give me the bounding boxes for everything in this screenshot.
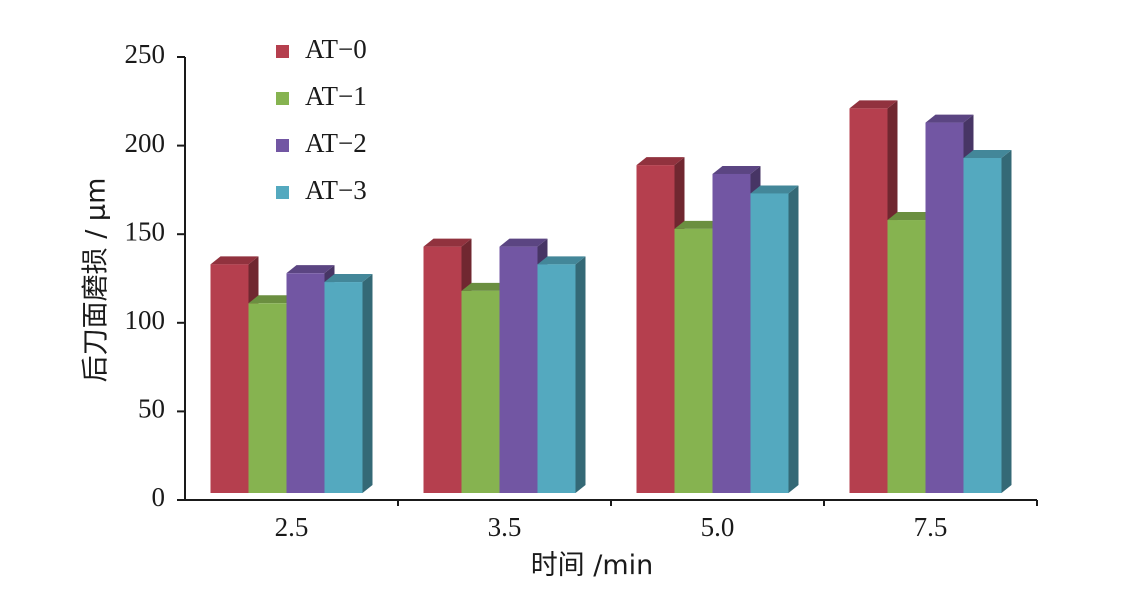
- bar-top-face: [286, 265, 335, 274]
- x-tick-label: 2.5: [275, 512, 309, 542]
- legend-label: AT−2: [305, 128, 367, 158]
- x-tick-label: 7.5: [914, 512, 948, 542]
- bar-top-face: [712, 165, 761, 174]
- legend-swatch: [276, 45, 289, 58]
- bar-side-face: [1001, 150, 1012, 493]
- bar: [750, 185, 799, 493]
- bar: [963, 150, 1012, 493]
- bar-top-face: [537, 256, 586, 265]
- bar-top-face: [210, 256, 259, 265]
- bar-top-face: [963, 150, 1012, 159]
- bar: [324, 274, 373, 493]
- bar-top-face: [674, 220, 723, 229]
- legend-label: AT−1: [305, 81, 367, 111]
- bar-front-face: [849, 108, 888, 493]
- bar-front-face: [286, 273, 325, 493]
- bar-top-face: [461, 282, 510, 291]
- bar-front-face: [423, 246, 462, 493]
- bar-front-face: [674, 228, 713, 493]
- y-tick-label: 200: [125, 128, 166, 158]
- bar-front-face: [324, 282, 363, 493]
- x-tick-label: 3.5: [488, 512, 522, 542]
- legend: AT−0 AT−1 AT−2 AT−3: [276, 34, 367, 205]
- bar-top-face: [499, 238, 548, 247]
- bar-side-face: [575, 256, 586, 493]
- x-axis-ticks: 2.5 3.5 5.0 7.5: [275, 500, 1038, 542]
- y-axis-title: 后刀面磨损 / μm: [81, 178, 112, 383]
- bar-top-face: [849, 100, 898, 109]
- bar-top-face: [324, 274, 373, 283]
- bar-top-face: [750, 185, 799, 194]
- bar-front-face: [210, 264, 249, 493]
- y-tick-label: 100: [125, 305, 166, 335]
- x-tick-label: 5.0: [701, 512, 735, 542]
- bar-side-face: [788, 185, 799, 493]
- bar-top-face: [925, 114, 974, 123]
- bar: [537, 256, 586, 493]
- legend-label: AT−3: [305, 175, 367, 205]
- legend-swatch: [276, 92, 289, 105]
- bar-front-face: [537, 264, 576, 493]
- bar-front-face: [963, 158, 1002, 493]
- bar-groups: [210, 100, 1012, 494]
- y-tick-label: 50: [138, 394, 165, 424]
- bar-front-face: [712, 173, 751, 493]
- y-tick-label: 250: [125, 39, 166, 69]
- x-axis-title: 时间 /min: [531, 550, 654, 581]
- y-axis-ticks: 0 50 100 150 200 250: [125, 39, 185, 512]
- y-tick-label: 150: [125, 216, 166, 246]
- legend-label: AT−0: [305, 34, 367, 64]
- legend-swatch: [276, 139, 289, 152]
- bar-front-face: [248, 303, 287, 493]
- bar-front-face: [925, 122, 964, 494]
- bar-front-face: [499, 246, 538, 493]
- bar-top-face: [887, 212, 936, 221]
- bar-side-face: [362, 274, 373, 493]
- bar-front-face: [887, 220, 926, 494]
- bar-front-face: [636, 165, 675, 494]
- legend-swatch: [276, 186, 289, 199]
- bar-top-face: [248, 295, 297, 304]
- bar-front-face: [750, 193, 789, 493]
- bar-top-face: [423, 238, 472, 247]
- bar-top-face: [636, 157, 685, 166]
- y-tick-label: 0: [152, 482, 166, 512]
- bar-front-face: [461, 290, 500, 493]
